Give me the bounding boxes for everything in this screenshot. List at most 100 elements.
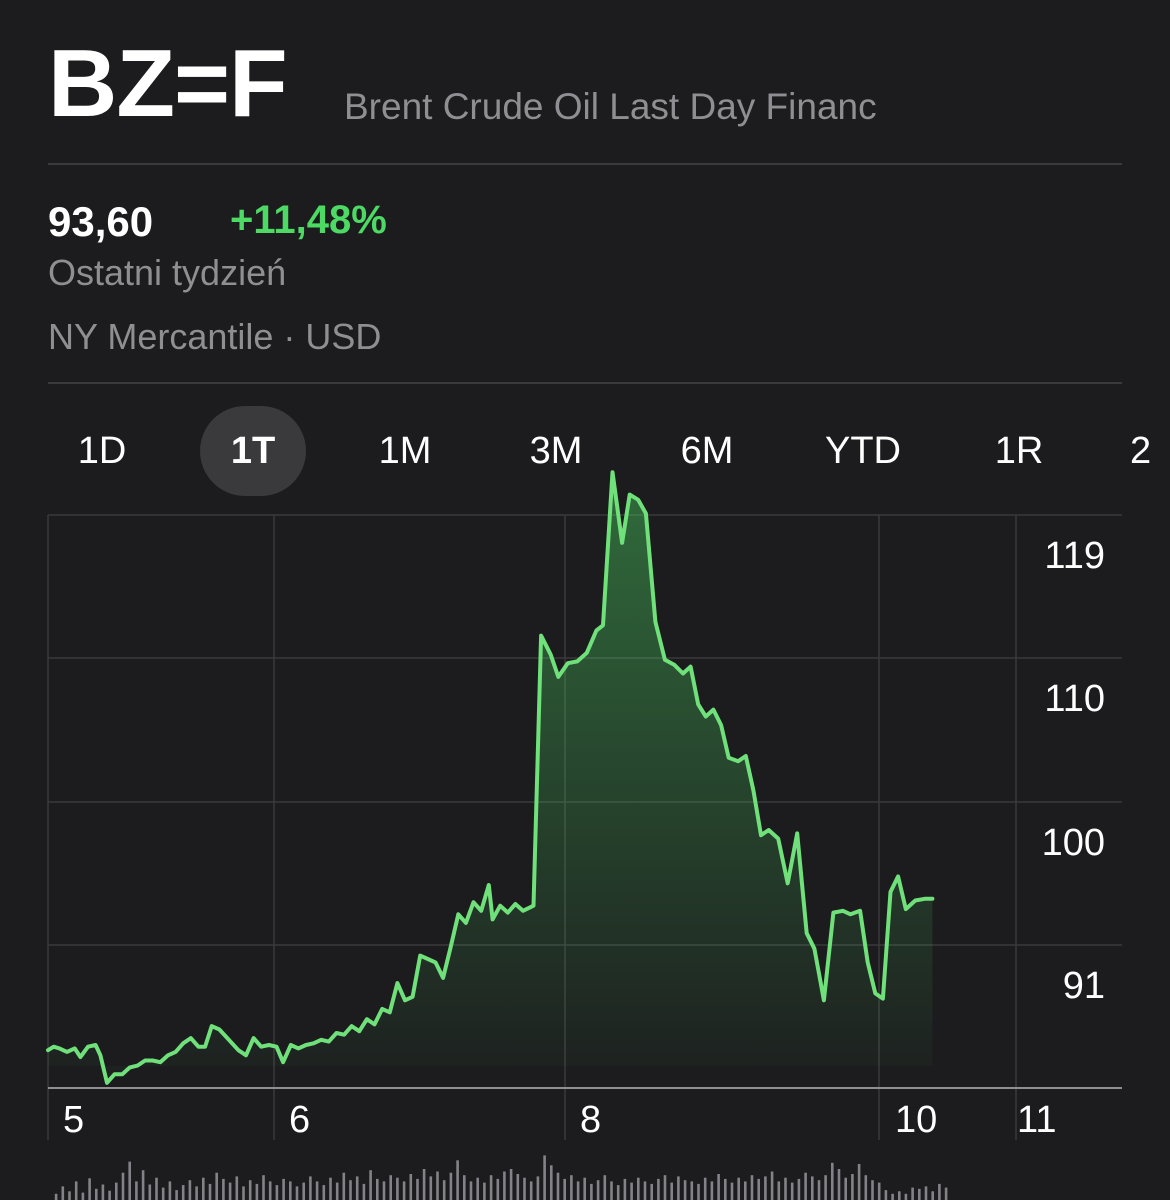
volume-bar: [724, 1178, 727, 1200]
volume-bar: [924, 1186, 928, 1200]
volume-bar: [744, 1181, 747, 1200]
volume-bar: [181, 1185, 185, 1200]
volume-bar: [677, 1176, 680, 1200]
volume-bar: [891, 1193, 894, 1200]
volume-bar: [583, 1177, 586, 1200]
volume-bar: [529, 1181, 533, 1200]
volume-bar: [643, 1181, 647, 1200]
volume-bar: [422, 1169, 426, 1200]
volume-bar: [342, 1172, 346, 1200]
volume-bar: [61, 1186, 65, 1200]
volume-bar: [208, 1183, 212, 1200]
volume-bar: [155, 1177, 158, 1200]
volume-bar: [516, 1174, 520, 1200]
volume-bar: [81, 1192, 85, 1200]
volume-bar: [543, 1155, 546, 1200]
volume-bar: [282, 1178, 285, 1200]
volume-bar: [570, 1175, 573, 1200]
ticker-symbol: BZ=F: [48, 30, 288, 137]
tab-1r[interactable]: 1R: [994, 429, 1044, 472]
volume-bar: [503, 1171, 506, 1200]
volume-bar: [683, 1180, 687, 1200]
volume-bar: [188, 1180, 192, 1200]
volume-bar: [904, 1193, 908, 1200]
volume-bar: [175, 1190, 178, 1200]
volume-bar: [657, 1178, 660, 1200]
volume-bar: [483, 1182, 486, 1200]
volume-bar: [449, 1172, 453, 1200]
tab-2r[interactable]: 2: [1130, 429, 1152, 472]
volume-bar: [376, 1178, 379, 1200]
volume-bar: [536, 1176, 540, 1200]
volume-bar: [737, 1177, 740, 1200]
header-divider: [48, 163, 1122, 165]
tab-6m[interactable]: 6M: [680, 429, 734, 472]
volume-bar: [576, 1181, 580, 1200]
volume-bar: [436, 1171, 439, 1200]
volume-bar: [95, 1188, 98, 1200]
volume-bar: [596, 1180, 600, 1200]
volume-bar: [884, 1190, 888, 1200]
period-label: Ostatni tydzień: [48, 252, 287, 293]
volume-bar: [255, 1183, 259, 1200]
volume-bar: [590, 1183, 593, 1200]
volume-bar: [717, 1174, 720, 1200]
volume-bar: [389, 1175, 392, 1200]
volume-bar: [824, 1175, 827, 1200]
tab-ytd[interactable]: YTD: [825, 429, 901, 472]
volume-bar: [322, 1185, 326, 1200]
instrument-name: Brent Crude Oil Last Day Financ: [344, 86, 877, 127]
x-tick-label: 10: [895, 1099, 937, 1141]
volume-bar: [409, 1174, 413, 1200]
volume-bar: [289, 1181, 292, 1200]
tab-1t[interactable]: 1T: [200, 406, 306, 496]
price-change-percent: +11,48%: [230, 198, 387, 242]
x-tick-label: 11: [1017, 1099, 1056, 1141]
volume-bar: [135, 1181, 138, 1200]
volume-bar: [429, 1176, 433, 1200]
volume-bar: [108, 1190, 111, 1200]
volume-bar: [355, 1176, 359, 1200]
volume-bar: [54, 1193, 58, 1200]
volume-bar: [235, 1176, 239, 1200]
tab-1m[interactable]: 1M: [378, 429, 432, 472]
current-price: 93,60: [48, 198, 154, 245]
x-tick-label: 5: [63, 1099, 84, 1141]
tab-1d[interactable]: 1D: [77, 429, 127, 472]
volume-bar: [663, 1175, 667, 1200]
volume-bar: [295, 1186, 299, 1200]
volume-bar: [396, 1177, 399, 1200]
volume-bar: [911, 1187, 914, 1200]
volume-bar: [784, 1177, 787, 1200]
volume-bar: [811, 1176, 814, 1200]
volume-bar: [550, 1165, 553, 1200]
volume-bar: [630, 1182, 633, 1200]
volume-bar: [469, 1181, 473, 1200]
volume-bar: [248, 1180, 252, 1200]
volume-bar: [74, 1181, 78, 1200]
volume-bar: [831, 1162, 834, 1200]
volume-bar: [817, 1180, 821, 1200]
volume-bar: [268, 1181, 272, 1200]
volume-bar: [115, 1182, 118, 1200]
volume-bar: [242, 1186, 245, 1200]
volume-bar: [88, 1178, 91, 1200]
volume-bar: [262, 1175, 265, 1200]
y-tick-label: 100: [1042, 822, 1105, 864]
volume-bar: [697, 1183, 700, 1200]
tab-3m[interactable]: 3M: [529, 429, 583, 472]
volume-bar: [228, 1182, 232, 1200]
volume-bar: [161, 1187, 165, 1200]
volume-bar: [757, 1178, 760, 1200]
volume-bar: [764, 1176, 767, 1200]
volume-bar: [275, 1185, 279, 1200]
volume-bar: [523, 1177, 526, 1200]
volume-bar: [770, 1171, 774, 1200]
volume-bar: [476, 1177, 479, 1200]
volume-bar: [650, 1183, 653, 1200]
volume-bar: [148, 1184, 152, 1200]
volume-bar: [918, 1188, 921, 1200]
volume-bar: [623, 1178, 627, 1200]
volume-bar: [616, 1185, 620, 1200]
